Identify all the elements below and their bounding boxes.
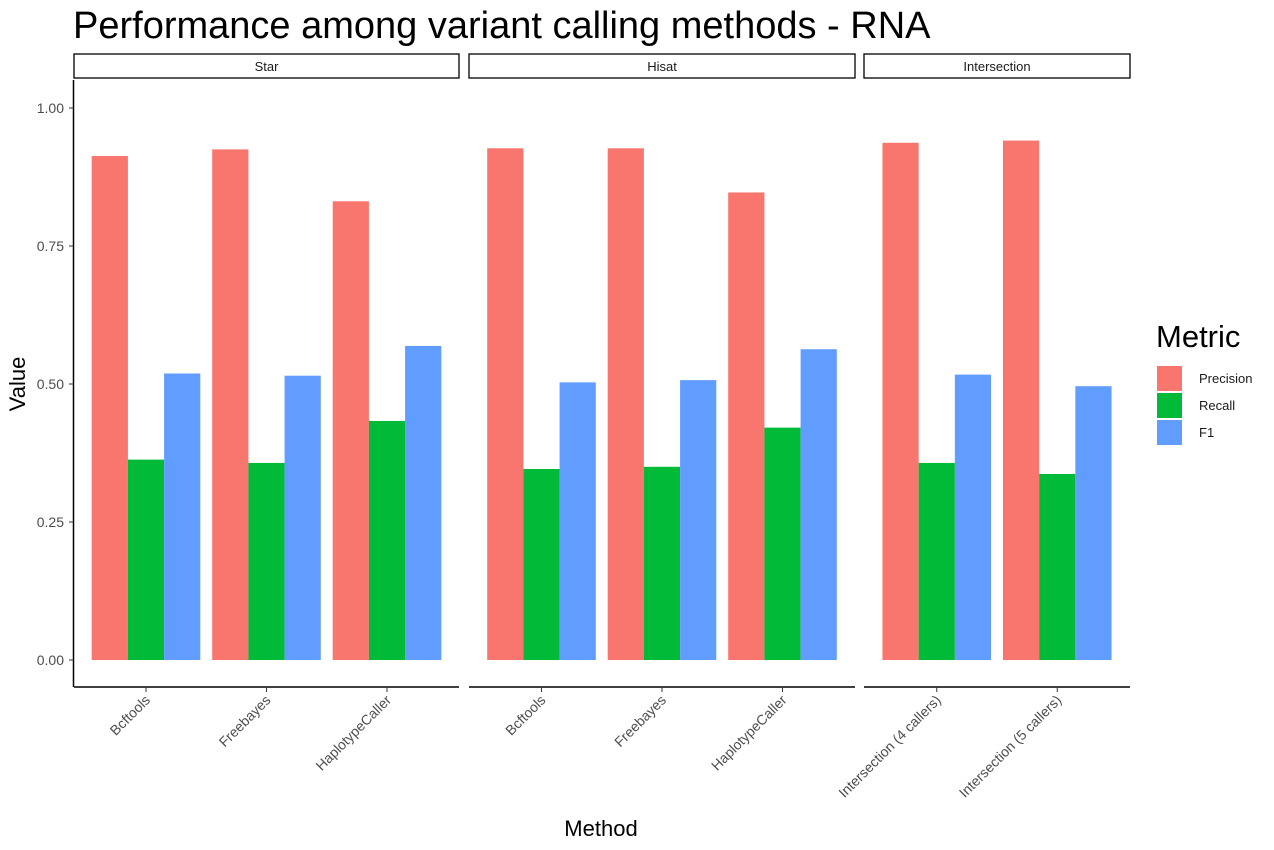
- bar-f1: [405, 345, 442, 660]
- y-axis: 0.00 0.25 0.50 0.75 1.00: [37, 80, 75, 687]
- legend-label: Precision: [1199, 371, 1252, 386]
- chart-title: Performance among variant calling method…: [73, 5, 931, 47]
- facet-strip-label: Hisat: [647, 59, 677, 74]
- x-tick-label: Intersection (4 callers): [835, 692, 944, 801]
- bar-precision: [1002, 140, 1040, 660]
- bar-recall: [764, 427, 801, 660]
- facet-panel-star: Star Bcftools Freebayes HaplotypeCaller: [73, 53, 460, 774]
- y-axis-title: Value: [5, 357, 30, 412]
- bar-f1: [559, 382, 596, 660]
- bar-f1: [284, 375, 321, 660]
- bar-recall: [523, 469, 560, 660]
- x-tick-label: HaplotypeCaller: [708, 692, 790, 774]
- bar-recall: [918, 462, 955, 660]
- legend-title: Metric: [1156, 319, 1240, 354]
- bar-f1: [1075, 386, 1112, 660]
- bar-precision: [607, 148, 644, 660]
- y-tick-label: 0.00: [37, 652, 64, 668]
- y-tick-label: 1.00: [37, 100, 64, 116]
- facet-panel-hisat: Hisat Bcftools Freebayes HaplotypeCaller: [468, 53, 856, 774]
- facet-panel-intersection: Intersection Intersection (4 callers) Inte…: [835, 53, 1131, 801]
- bar-f1: [680, 380, 717, 660]
- bar-f1: [800, 349, 837, 660]
- legend-label: Recall: [1199, 398, 1235, 413]
- facet-strip: [73, 53, 460, 79]
- x-tick-label: Bcftools: [107, 692, 154, 739]
- bar-precision: [882, 142, 919, 660]
- bar-precision: [487, 148, 524, 660]
- bar-recall: [127, 459, 165, 660]
- bar-precision: [91, 156, 128, 661]
- x-tick-label: Freebayes: [216, 692, 274, 750]
- legend-key-f1: [1157, 420, 1182, 445]
- bar-precision: [212, 149, 249, 660]
- bar-recall: [368, 420, 406, 660]
- bar-recall: [1039, 473, 1076, 660]
- bar-recall: [643, 466, 681, 660]
- legend: Metric Precision Recall F1: [1156, 319, 1252, 445]
- x-tick-label: Freebayes: [611, 692, 669, 750]
- x-tick-label: Intersection (5 callers): [956, 692, 1065, 801]
- bar-precision: [728, 192, 765, 660]
- facet-strip-label: Star: [255, 59, 280, 74]
- x-tick-label: HaplotypeCaller: [312, 692, 394, 774]
- y-tick-label: 0.25: [37, 514, 64, 530]
- bar-f1: [164, 373, 201, 660]
- legend-key-recall: [1157, 393, 1182, 418]
- bar-recall: [248, 462, 285, 660]
- y-tick-label: 0.50: [37, 376, 64, 392]
- x-axis-title: Method: [564, 816, 637, 841]
- facet-strip: [468, 53, 856, 79]
- legend-label: F1: [1199, 425, 1214, 440]
- y-tick-label: 0.75: [37, 238, 64, 254]
- bar-precision: [332, 201, 369, 660]
- facet-strip-label: Intersection: [963, 59, 1030, 74]
- facet-strip: [863, 53, 1131, 79]
- legend-key-precision: [1157, 366, 1182, 391]
- bar-f1: [954, 374, 992, 660]
- x-tick-label: Bcftools: [502, 692, 549, 739]
